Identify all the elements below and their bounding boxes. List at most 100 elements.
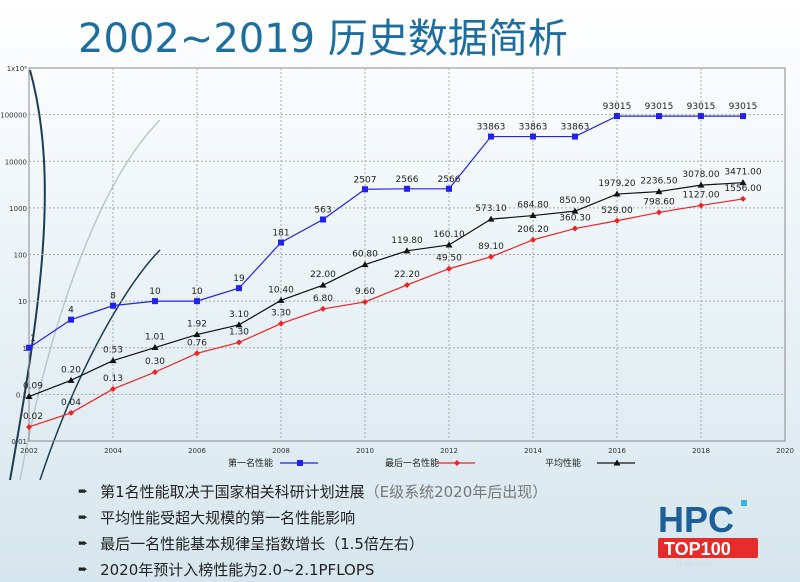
- data-point: [403, 247, 411, 254]
- data-point: [614, 113, 620, 120]
- data-label: 22.20: [394, 270, 420, 280]
- data-point: [487, 215, 495, 222]
- data-point: [614, 217, 620, 224]
- data-label: 2507: [354, 175, 377, 185]
- data-label: 10.40: [268, 285, 294, 295]
- x-tick-label: 2006: [188, 447, 206, 455]
- data-point: [446, 185, 452, 192]
- x-tick-label: 2010: [356, 447, 374, 455]
- data-label: 10: [191, 287, 203, 297]
- data-point: [446, 265, 452, 272]
- data-point: [656, 113, 662, 120]
- data-label: 1979.20: [598, 179, 635, 189]
- data-label: 1127.00: [682, 190, 719, 200]
- data-point: [278, 320, 284, 327]
- data-label: 573.10: [475, 204, 507, 214]
- hpc-top100-logo: HPC TOP100 zhidx.com: [658, 499, 758, 568]
- data-point: [530, 133, 536, 140]
- data-point: [110, 302, 116, 309]
- data-label: 1.01: [145, 333, 165, 343]
- data-point: [236, 285, 242, 292]
- y-tick-label: 10: [18, 298, 27, 306]
- legend-label: 平均性能: [545, 457, 581, 469]
- y-tick-label: 100: [14, 252, 27, 260]
- data-label: 1.92: [187, 320, 207, 330]
- data-point: [572, 133, 578, 140]
- data-point: [319, 281, 327, 288]
- data-point: [151, 344, 159, 351]
- data-label: 0.09: [23, 382, 43, 392]
- data-label: 1.30: [229, 327, 249, 337]
- y-tick-label: 0.01: [11, 438, 27, 446]
- data-point: [67, 376, 75, 383]
- data-point: [194, 350, 200, 357]
- arrow-icon: ➨: [78, 562, 89, 576]
- data-point: [109, 357, 117, 364]
- logo-text-bottom: TOP100: [664, 539, 731, 559]
- data-point: [655, 188, 663, 195]
- series-line: [28, 115, 743, 349]
- data-label: 33863: [561, 123, 590, 133]
- data-label: 684.80: [517, 201, 549, 211]
- data-point: [26, 423, 32, 430]
- decorative-curve: [9, 69, 46, 480]
- data-point: [68, 409, 74, 416]
- bullet-item: ➨ 平均性能受超大规模的第一名性能影响: [78, 508, 356, 527]
- data-point: [278, 239, 284, 246]
- data-label: 93015: [729, 102, 758, 112]
- data-label: 60.80: [352, 250, 378, 260]
- data-point: [235, 321, 243, 328]
- data-point: [571, 207, 579, 214]
- data-label: 0.13: [103, 374, 123, 384]
- data-point: [362, 186, 368, 193]
- series-line: [28, 198, 744, 428]
- data-label: 3.10: [229, 310, 249, 320]
- data-label: 2236.50: [640, 177, 677, 187]
- data-point: [152, 298, 158, 305]
- data-label: 119.80: [391, 236, 423, 246]
- legend-label: 最后一名性能: [385, 457, 439, 469]
- arrow-icon: ➨: [78, 484, 89, 498]
- x-tick-label: 2012: [440, 447, 458, 455]
- data-label: 6.80: [313, 294, 333, 304]
- legend-marker: [297, 460, 303, 466]
- data-label: 529.00: [601, 206, 633, 216]
- x-tick-label: 2004: [104, 447, 122, 455]
- data-point: [488, 253, 494, 260]
- data-label: 19: [233, 274, 245, 284]
- watermark-sub: zhidx.com: [676, 560, 712, 568]
- data-point: [698, 202, 704, 209]
- legend-marker: [454, 460, 460, 466]
- data-point: [361, 261, 369, 268]
- data-point: [320, 305, 326, 312]
- data-label: 798.60: [643, 197, 675, 207]
- data-label: 0.02: [23, 412, 43, 422]
- data-point: [698, 113, 704, 120]
- data-point: [740, 113, 746, 120]
- bullet-item: ➨ 第1名性能取决于国家相关科研计划进展 （E级系统2020年后出现）: [78, 482, 548, 501]
- data-label: 4: [68, 306, 74, 316]
- data-label: 22.00: [310, 270, 336, 280]
- data-point: [445, 241, 453, 248]
- y-tick-label: 0.1: [16, 391, 27, 399]
- data-point: [572, 225, 578, 232]
- data-label: 93015: [603, 102, 632, 112]
- x-tick-label: 2016: [608, 447, 626, 455]
- data-label: 160.10: [433, 230, 465, 240]
- data-point: [529, 212, 537, 219]
- data-label: 0.76: [187, 338, 207, 348]
- data-point: [404, 185, 410, 192]
- data-label: 9.60: [355, 287, 375, 297]
- data-point: [656, 209, 662, 216]
- data-label: 93015: [687, 102, 716, 112]
- data-point: [488, 133, 494, 140]
- page-title: 2002~2019 历史数据简析: [78, 16, 568, 62]
- data-label: 3078.00: [682, 170, 719, 180]
- legend-label: 第一名性能: [228, 457, 273, 469]
- x-tick-label: 2018: [692, 447, 710, 455]
- data-label: 3471.00: [724, 168, 761, 178]
- data-label: 33863: [519, 123, 548, 133]
- data-label: 0.30: [145, 357, 165, 367]
- data-label: 2566: [438, 175, 461, 185]
- data-point: [152, 369, 158, 376]
